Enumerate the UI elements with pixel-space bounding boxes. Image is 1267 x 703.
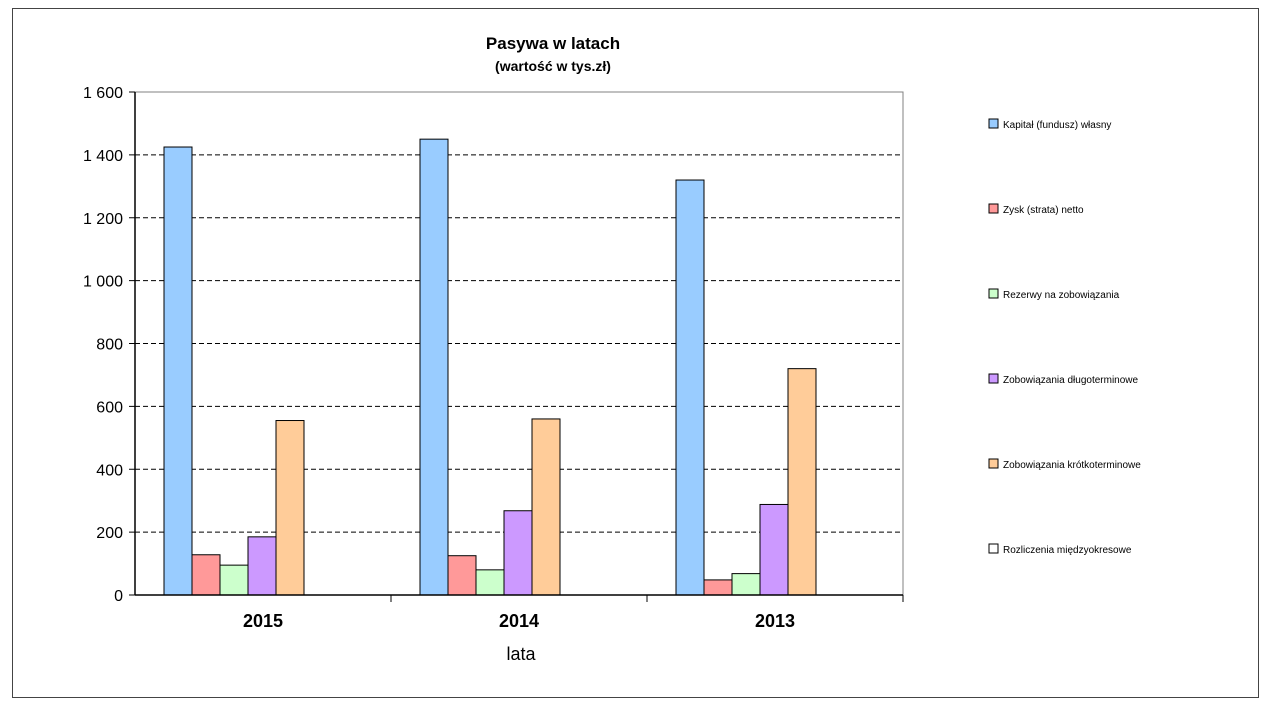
bar	[503, 510, 533, 596]
x-tick-label: 2015	[243, 611, 283, 631]
legend-label: Zobowiązania krótkoterminowe	[1003, 460, 1141, 471]
legend-swatch	[988, 458, 999, 469]
bar	[275, 420, 305, 596]
y-tick-label: 1 600	[83, 85, 123, 102]
legend-label: Kapitał (fundusz) własny	[1003, 120, 1111, 131]
bar	[787, 368, 817, 596]
y-tick-label: 400	[96, 462, 123, 479]
legend-swatch	[988, 373, 999, 384]
bar	[675, 179, 705, 596]
y-tick-label: 0	[114, 588, 123, 605]
legend-label: Rozliczenia międzyokresowe	[1003, 545, 1132, 556]
bar	[191, 554, 221, 596]
x-axis-label: lata	[506, 644, 536, 664]
y-tick-label: 200	[96, 525, 123, 542]
y-tick-label: 1 000	[83, 274, 123, 291]
bar	[531, 418, 561, 596]
bar	[731, 573, 761, 596]
legend-label: Zysk (strata) netto	[1003, 205, 1084, 216]
bar	[219, 564, 249, 596]
x-tick-label: 2014	[499, 611, 539, 631]
bar	[419, 138, 449, 596]
legend-label: Rezerwy na zobowiązania	[1003, 290, 1120, 301]
y-tick-label: 600	[96, 399, 123, 416]
bar	[447, 555, 477, 596]
chart-title: Pasywa w latach	[486, 34, 620, 53]
legend-swatch	[988, 203, 999, 214]
bar-chart: Pasywa w latach (wartość w tys.zł) 0 200 4…	[83, 34, 1141, 664]
x-tick-label: 2013	[755, 611, 795, 631]
bar	[163, 146, 193, 596]
chart-subtitle: (wartość w tys.zł)	[495, 58, 611, 74]
y-tick-label: 800	[96, 337, 123, 354]
y-tick-label: 1 400	[83, 148, 123, 165]
bar	[247, 536, 277, 596]
chart-frame: Pasywa w latach (wartość w tys.zł) 0 200 4…	[12, 8, 1259, 698]
y-tick-label: 1 200	[83, 211, 123, 228]
legend-swatch	[988, 543, 999, 554]
legend-swatch	[988, 288, 999, 299]
bar	[703, 579, 733, 596]
legend-label: Zobowiązania długoterminowe	[1003, 375, 1139, 386]
bar	[759, 503, 789, 596]
bar	[475, 569, 505, 596]
legend-swatch	[988, 118, 999, 129]
